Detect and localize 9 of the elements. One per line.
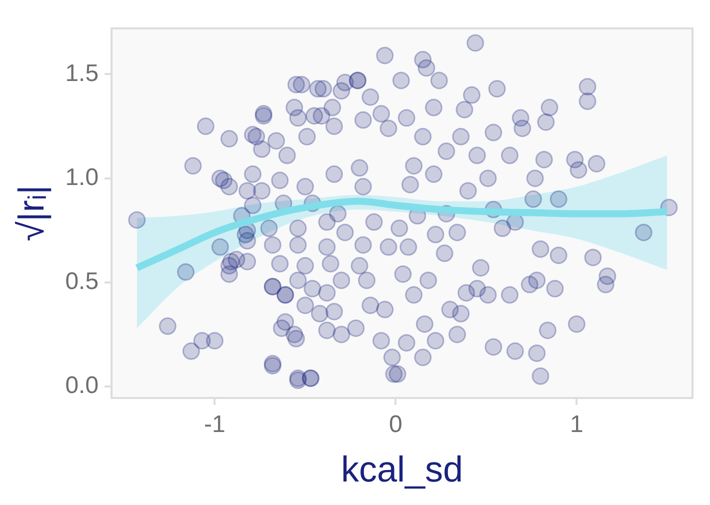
y-tick-label: 0.0	[65, 372, 99, 400]
x-tick-label: 0	[389, 411, 402, 438]
y-tick-label: 1.5	[65, 60, 99, 87]
x-tick-label: -1	[204, 411, 226, 438]
y-axis-title: √|rᵢ|	[10, 185, 52, 242]
x-axis-title: kcal_sd	[341, 448, 464, 490]
y-tick-label: 1.0	[65, 164, 99, 191]
x-tick-label: 1	[570, 411, 584, 438]
y-tick-label: 0.5	[65, 268, 99, 296]
